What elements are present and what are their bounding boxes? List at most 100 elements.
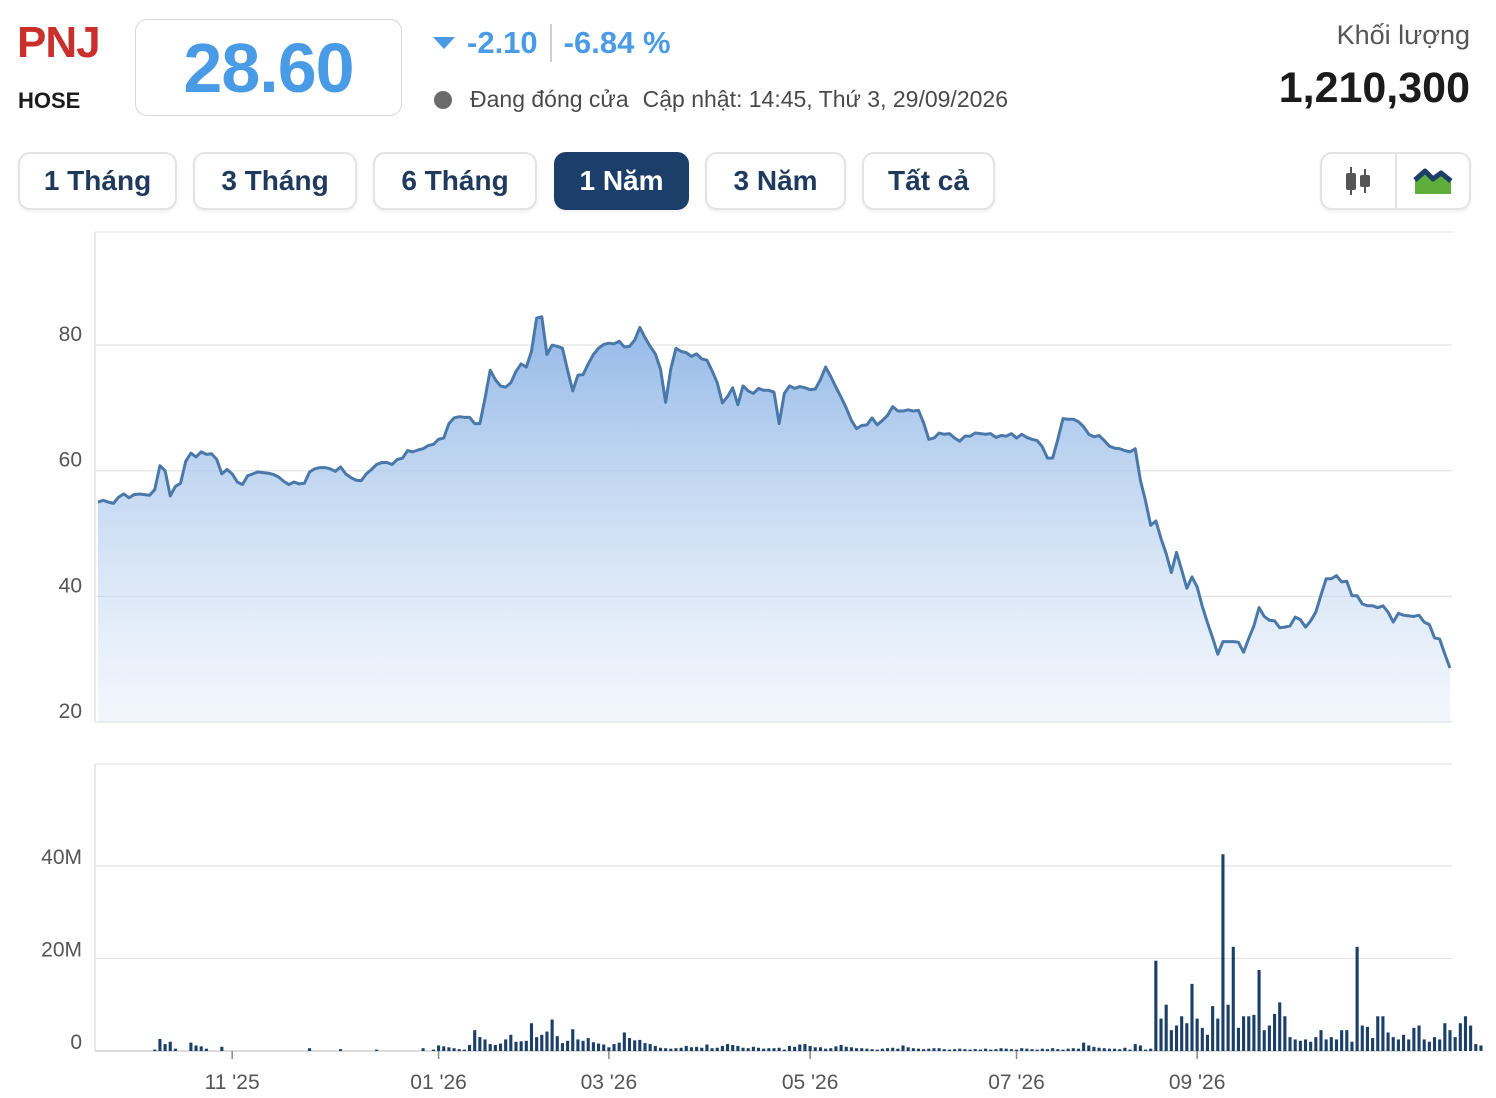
volume-bar	[431, 1049, 435, 1051]
range-button-6-months[interactable]: 6 Tháng	[373, 152, 537, 210]
area-chart-button[interactable]	[1394, 154, 1470, 208]
volume-bar	[1071, 1048, 1075, 1051]
x-tick-label: 07 '26	[988, 1071, 1045, 1094]
volume-bar	[808, 1045, 812, 1051]
volume-bar	[591, 1042, 595, 1051]
volume-bar	[891, 1047, 895, 1051]
ticker-symbol: PNJ	[17, 18, 101, 67]
volume-bar	[1045, 1049, 1050, 1051]
volume-bar	[1061, 1049, 1065, 1051]
volume-bar	[989, 1049, 993, 1051]
volume-bar	[498, 1043, 503, 1051]
current-price: 28.60	[183, 28, 354, 107]
volume-bar	[1371, 1038, 1375, 1051]
volume-bar	[627, 1038, 632, 1051]
price-box: 28.60	[135, 19, 402, 116]
volume-bar	[478, 1037, 482, 1051]
volume-bar	[1123, 1047, 1127, 1051]
volume-bar	[447, 1047, 451, 1051]
volume-bar	[488, 1044, 492, 1051]
volume-bar	[617, 1042, 621, 1051]
volume-bar	[849, 1047, 853, 1051]
volume-bar	[597, 1043, 601, 1051]
volume-bar	[756, 1047, 761, 1051]
volume-bar	[664, 1048, 668, 1051]
volume-bar	[1231, 946, 1235, 1051]
volume-bar	[726, 1044, 730, 1051]
range-button-3-months[interactable]: 3 Tháng	[193, 152, 357, 210]
volume-bar	[1329, 1037, 1333, 1051]
volume-bar	[1278, 1002, 1282, 1051]
volume-bar	[1066, 1048, 1070, 1051]
volume-bar	[560, 1043, 564, 1051]
x-tick-label: 03 '26	[581, 1071, 638, 1094]
volume-bar	[973, 1049, 977, 1051]
volume-bar	[540, 1034, 544, 1051]
volume-bar	[514, 1041, 518, 1051]
volume-bar	[746, 1048, 750, 1051]
volume-bar	[1360, 1025, 1364, 1051]
volume-bar	[782, 1049, 786, 1051]
volume-bar	[189, 1042, 193, 1051]
volume-bar	[1283, 1016, 1287, 1051]
volume-bar	[452, 1048, 456, 1051]
divider	[549, 24, 552, 62]
x-tick-label: 05 '26	[782, 1071, 839, 1094]
volume-bar	[1200, 1027, 1204, 1051]
volume-bar	[916, 1048, 921, 1051]
volume-bar	[1205, 1034, 1210, 1051]
exchange-name: HOSE	[18, 88, 81, 113]
volume-bar	[803, 1044, 807, 1051]
volume-bar	[1092, 1046, 1096, 1051]
volume-bar	[1438, 1039, 1442, 1051]
chart-type-toggle	[1320, 152, 1471, 210]
volume-tick-label: 40M	[41, 846, 82, 869]
volume-bar	[519, 1041, 523, 1051]
volume-bar	[1293, 1039, 1297, 1051]
candlestick-button[interactable]	[1322, 154, 1395, 208]
volume-bar	[581, 1040, 585, 1051]
volume-bar	[958, 1048, 962, 1051]
volume-bar	[467, 1044, 472, 1051]
volume-bar	[674, 1048, 678, 1051]
volume-bar	[1463, 1016, 1468, 1051]
volume-bar	[999, 1048, 1003, 1051]
volume-bar	[1174, 1025, 1179, 1051]
volume-bar	[751, 1046, 755, 1051]
x-tick-label: 11 '25	[205, 1071, 260, 1094]
volume-bar	[947, 1049, 951, 1051]
range-button-3-years[interactable]: 3 Năm	[705, 152, 846, 210]
volume-bar	[932, 1048, 936, 1051]
range-button-1-year[interactable]: 1 Năm	[554, 152, 689, 210]
volume-bar	[906, 1047, 910, 1051]
volume-bar	[1319, 1030, 1323, 1051]
volume-bar	[1422, 1039, 1426, 1051]
volume-bar	[442, 1046, 446, 1051]
range-button-all[interactable]: Tất cả	[862, 152, 995, 210]
volume-bar	[865, 1048, 869, 1051]
range-button-1-month[interactable]: 1 Tháng	[18, 152, 177, 210]
volume-bar	[1221, 854, 1225, 1051]
volume-bar	[220, 1046, 224, 1051]
volume-bar	[158, 1038, 162, 1051]
volume-bar	[1133, 1044, 1137, 1051]
volume-bar	[1345, 1030, 1349, 1051]
volume-bar	[1303, 1039, 1308, 1051]
volume-bar	[1009, 1049, 1013, 1051]
volume-bar	[1226, 1004, 1230, 1051]
volume-bar	[1448, 1030, 1452, 1051]
volume-bar	[602, 1044, 606, 1051]
volume-bar	[586, 1038, 590, 1051]
volume-bar	[658, 1047, 663, 1051]
volume-bar	[1350, 1041, 1354, 1051]
volume-bar	[1381, 1016, 1385, 1051]
price-tick-label: 60	[59, 449, 82, 472]
volume-bar	[1159, 1018, 1163, 1051]
volume-tick-label: 20M	[41, 938, 82, 961]
volume-bar	[922, 1049, 926, 1051]
volume-bar	[163, 1044, 167, 1051]
volume-bar	[994, 1049, 998, 1051]
volume-bar	[1257, 969, 1261, 1051]
volume-bar	[1314, 1037, 1318, 1051]
volume-bar	[824, 1048, 828, 1051]
